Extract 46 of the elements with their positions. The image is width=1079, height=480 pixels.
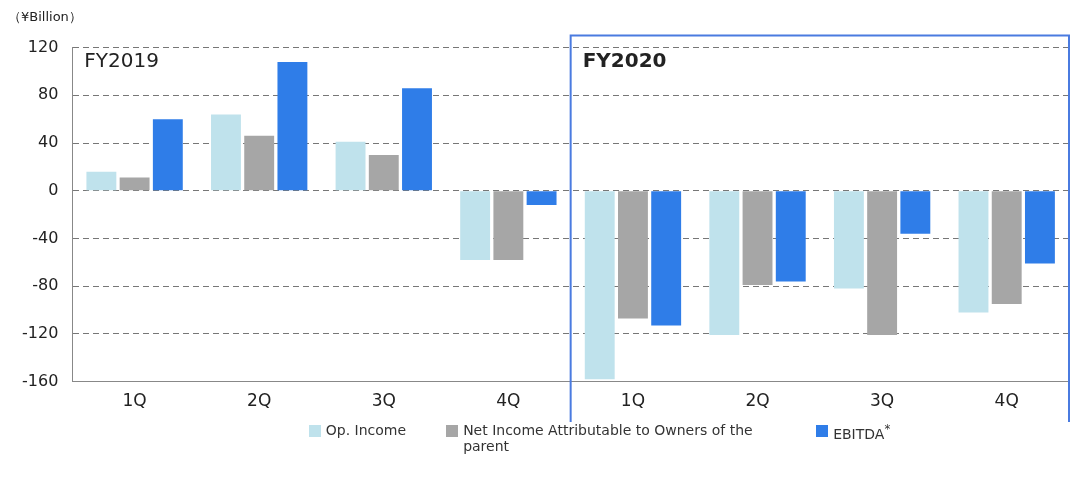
annotation: FY2020 [582,47,667,72]
bar [900,191,931,234]
bar [460,191,491,260]
bar [277,61,308,191]
bar [618,191,648,319]
bar [119,177,150,191]
bar [958,191,989,313]
bar [775,191,806,282]
y-tick-label: 0 [48,179,59,199]
legend-label: Op. Income [325,422,407,438]
y-tick-label: -160 [22,370,59,390]
x-tick-label: 4Q [994,390,1019,411]
bar [526,191,557,206]
y-axis-title: （¥Billion） [8,8,83,24]
bar [584,191,615,380]
x-tick-label: 3Q [870,390,895,411]
y-tick-label: 120 [27,36,59,56]
bar [335,141,366,191]
bar [742,191,773,285]
x-tick-label: 4Q [496,390,521,411]
bar [152,119,183,191]
bar [244,135,275,191]
bar [833,191,864,289]
x-tick-label: 2Q [745,390,770,411]
legend-label: EBITDA$^{*}$ [833,422,891,442]
x-tick-label: 1Q [122,390,147,411]
bar [368,154,399,191]
bar [709,191,740,336]
bar [493,191,524,260]
y-tick-label: 80 [37,84,59,104]
bar [211,114,241,191]
bar [867,191,898,336]
y-tick-label: -120 [22,323,59,343]
x-tick-label: 2Q [247,390,272,411]
bar [991,191,1022,305]
bar [651,191,682,326]
bar [1024,191,1055,264]
bar [86,171,117,191]
bar [402,88,432,191]
annotation: FY2019 [84,47,159,72]
legend-label: Net Income Attributable to Owners of the parent [463,422,754,454]
y-tick-label: -40 [32,227,59,247]
y-tick-label: -80 [32,275,59,295]
y-tick-label: 40 [37,132,59,152]
x-tick-label: 3Q [371,390,396,411]
x-tick-label: 1Q [620,390,646,411]
